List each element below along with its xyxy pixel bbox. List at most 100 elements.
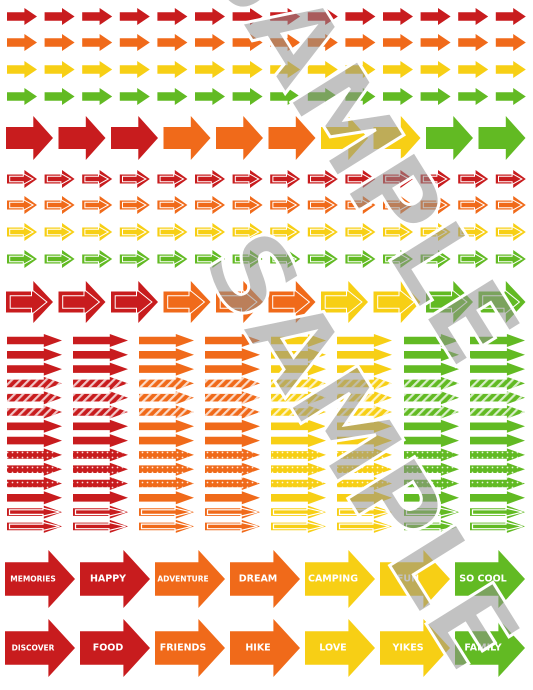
small-solid-arrow — [420, 8, 451, 25]
long-arrow — [404, 362, 459, 376]
small-bordered-arrow — [157, 223, 188, 241]
small-solid-arrow — [232, 34, 263, 51]
long-arrow — [7, 334, 62, 347]
long-arrow — [139, 419, 194, 433]
large-bordered-arrow — [478, 281, 526, 323]
long-arrow — [205, 376, 260, 390]
small-solid-arrow — [195, 88, 225, 105]
large-solid-arrow — [268, 116, 316, 160]
small-solid-arrow — [157, 88, 188, 105]
small-solid-arrow — [458, 34, 489, 51]
word-arrow: YIKES — [380, 619, 450, 677]
long-arrow — [470, 448, 525, 462]
long-arrow — [73, 391, 128, 405]
small-bordered-arrow — [44, 250, 75, 268]
long-arrow — [7, 419, 62, 433]
small-bordered-arrow — [7, 250, 37, 268]
long-arrow — [205, 419, 260, 433]
small-solid-arrow — [119, 8, 150, 25]
large-bordered-arrow — [163, 281, 211, 323]
word-arrow: CAMPING — [305, 550, 375, 608]
long-arrow — [205, 477, 260, 490]
long-arrow — [470, 362, 525, 376]
word-arrow-label: SO COOL — [459, 574, 506, 585]
small-bordered-arrow — [44, 223, 75, 241]
long-arrow — [337, 519, 392, 533]
word-arrow-row-2: DISCOVER FOOD FRIENDS HIKE LOVE YIKES FAMILY — [5, 619, 525, 677]
long-arrow — [470, 376, 525, 390]
long-arrow — [404, 491, 459, 505]
small-solid-arrow — [82, 61, 113, 78]
large-solid-arrow — [163, 116, 211, 160]
long-arrow — [470, 462, 525, 476]
word-arrow-label: YIKES — [391, 643, 423, 654]
large-solid-arrow — [6, 116, 53, 160]
small-bordered-arrow — [420, 196, 451, 214]
large-bordered-arrow — [321, 281, 368, 323]
word-arrow: MEMORIES — [5, 550, 75, 608]
small-bordered-arrow — [383, 250, 413, 268]
long-arrow — [139, 376, 194, 390]
small-bordered-arrow — [119, 196, 150, 214]
small-solid-arrow — [495, 8, 526, 25]
small-bordered-arrow — [345, 223, 376, 241]
long-arrow — [470, 505, 525, 519]
small-bordered-arrow — [7, 223, 37, 241]
small-bordered-arrow — [420, 170, 451, 188]
long-arrow — [271, 505, 326, 519]
word-arrow: DREAM — [230, 550, 300, 608]
word-arrow: FRIENDS — [155, 619, 225, 677]
small-bordered-arrow — [458, 196, 489, 214]
long-arrow — [470, 348, 525, 362]
small-solid-arrow — [270, 61, 301, 78]
small-solid-arrow — [157, 8, 188, 25]
small-bordered-arrow — [383, 196, 413, 214]
small-solid-arrow — [44, 88, 75, 105]
large-bordered-arrow — [111, 281, 158, 323]
small-bordered-arrow — [119, 223, 150, 241]
small-solid-arrow — [82, 88, 113, 105]
long-arrow — [7, 462, 62, 476]
small-solid-arrow — [495, 34, 526, 51]
small-bordered-arrow — [458, 170, 489, 188]
long-arrow — [404, 334, 459, 347]
long-arrow — [404, 519, 459, 533]
long-arrow — [7, 348, 62, 362]
word-arrow-label: FRIENDS — [160, 643, 207, 654]
word-arrow: LOVE — [305, 619, 375, 677]
small-solid-arrow — [7, 88, 37, 105]
small-solid-arrow — [270, 8, 301, 25]
long-arrow — [7, 448, 62, 462]
long-arrow — [470, 434, 525, 448]
small-bordered-arrow — [307, 170, 338, 188]
long-arrow — [337, 434, 392, 448]
long-arrow — [205, 448, 260, 462]
long-arrow — [73, 334, 128, 347]
small-solid-arrow — [82, 8, 113, 25]
large-solid-arrow — [426, 116, 473, 160]
small-solid-arrow — [495, 88, 526, 105]
long-arrow — [7, 405, 62, 419]
long-arrow — [73, 419, 128, 433]
long-arrow — [404, 448, 459, 462]
small-bordered-arrow — [82, 170, 113, 188]
small-bordered-arrow — [307, 223, 338, 241]
small-solid-arrow — [307, 8, 338, 25]
small-solid-arrow — [44, 34, 75, 51]
small-bordered-arrow — [383, 170, 413, 188]
small-solid-arrow — [232, 8, 263, 25]
large-bordered-arrow-row — [6, 281, 526, 323]
small-solid-arrow — [383, 8, 413, 25]
word-arrow-label: FOOD — [93, 643, 124, 654]
long-arrow — [337, 448, 392, 462]
small-solid-arrow — [270, 88, 301, 105]
long-arrow — [404, 462, 459, 476]
long-arrow — [73, 505, 128, 519]
long-arrow — [7, 491, 62, 505]
long-arrow — [7, 519, 62, 533]
small-bordered-arrow — [420, 223, 451, 241]
long-arrow — [73, 462, 128, 476]
small-solid-arrow — [420, 34, 451, 51]
small-solid-arrow — [345, 88, 376, 105]
